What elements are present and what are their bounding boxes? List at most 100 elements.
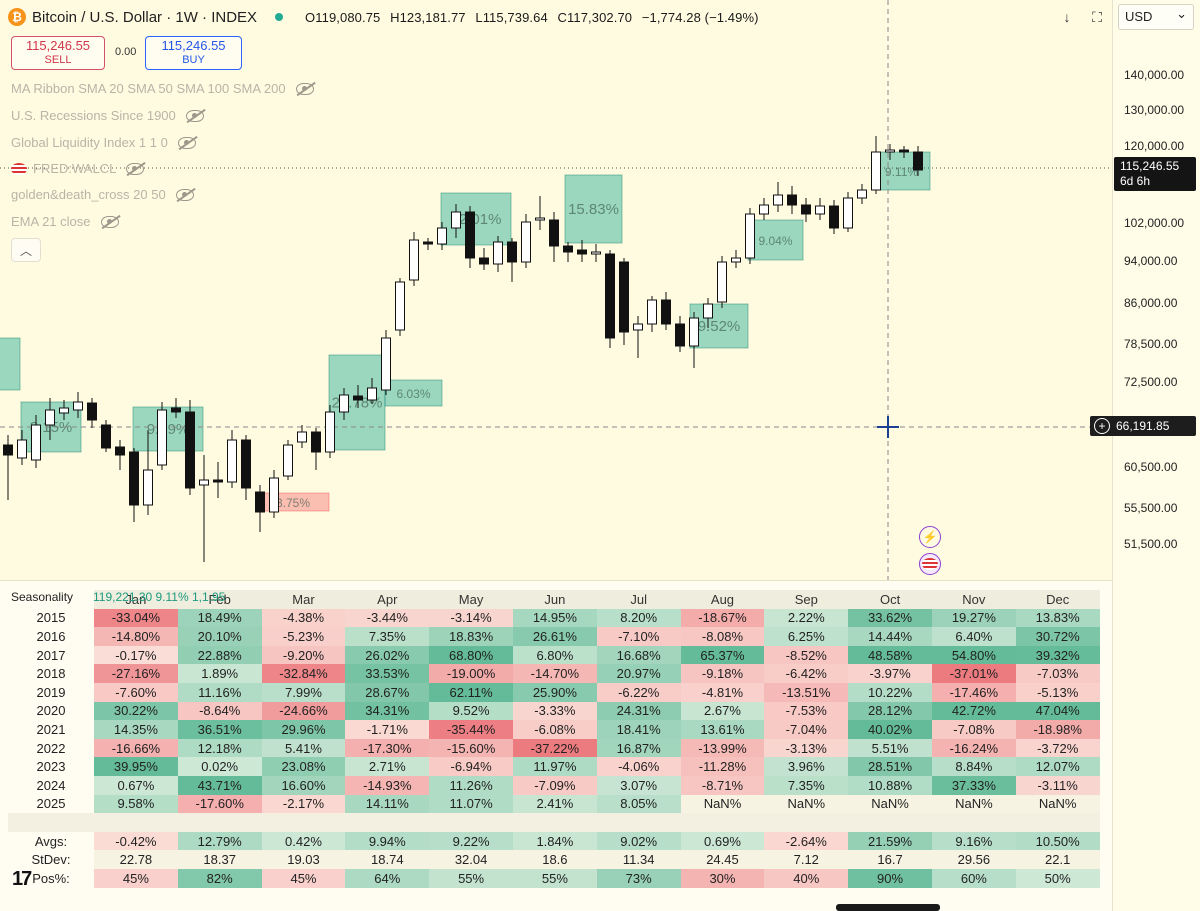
return-cell: -35.44% [429, 720, 513, 739]
return-cell: -5.13% [1015, 682, 1100, 702]
return-cell: 16.68% [596, 645, 681, 665]
eye-hidden-icon[interactable] [175, 188, 194, 201]
return-cell: 0.02% [177, 757, 262, 776]
candle-down [675, 323, 685, 347]
indicator-liquidity[interactable]: Global Liquidity Index 1 1 0 [11, 135, 196, 150]
fullscreen-icon[interactable]: ⛶ [1092, 8, 1102, 25]
eye-hidden-icon[interactable] [100, 215, 119, 228]
year-label: 2021 [36, 721, 66, 737]
return-cell: -17.30% [345, 738, 430, 758]
return-cell: -3.97% [848, 664, 932, 683]
year-label: 2019 [36, 684, 66, 700]
price-axis[interactable] [1112, 0, 1200, 911]
return-cell: 14.35% [94, 720, 178, 739]
tradingview-logo[interactable]: 17 [12, 868, 32, 890]
stat-cell: 7.12 [764, 850, 849, 869]
candle-up [591, 251, 601, 255]
return-cell: 14.11% [345, 794, 430, 814]
table-row: 2016 -14.80% 20.10% -5.23% 7.35% 18.83% 26.61%… [8, 627, 1100, 646]
eye-hidden-icon[interactable] [177, 136, 196, 149]
month-header: Jan [94, 590, 178, 609]
currency-select[interactable]: USD [1118, 4, 1194, 30]
indicator-ma-ribbon[interactable]: MA Ribbon SMA 20 SMA 50 SMA 100 SMA 200 [11, 81, 314, 96]
scrollbar-thumb[interactable] [836, 904, 940, 911]
candle-up [199, 479, 209, 486]
return-cell: 2.67% [680, 701, 765, 721]
return-cell: 42.72% [931, 701, 1016, 721]
us-flag-event-icon[interactable] [919, 553, 941, 575]
year-label: 2020 [36, 703, 66, 719]
candle-up [535, 217, 545, 221]
box-label: 9.52% [698, 318, 741, 335]
stat-cell: 45% [261, 868, 346, 888]
candle-up [493, 241, 503, 265]
spread-value: 0.00 [115, 46, 137, 58]
indicator-ema[interactable]: EMA 21 close [11, 214, 119, 229]
eye-hidden-icon[interactable] [295, 82, 314, 95]
candle-up [703, 303, 713, 319]
price-tick: 130,000.00 [1124, 103, 1185, 117]
stat-cell: 18.74 [345, 850, 430, 869]
stat-label: StDev: [31, 852, 71, 868]
stat-cell: 55% [429, 868, 513, 888]
return-cell: -17.46% [931, 682, 1016, 702]
arrow-down-icon[interactable]: ↓ [1063, 9, 1071, 25]
add-alert-icon[interactable]: + [1094, 418, 1110, 434]
year-label: 2025 [36, 796, 66, 812]
eye-hidden-icon[interactable] [185, 109, 204, 122]
return-cell: 10.88% [848, 775, 932, 795]
indicator-recessions[interactable]: U.S. Recessions Since 1900 [11, 108, 204, 123]
price-tick: 60,500.00 [1124, 460, 1178, 474]
return-cell: 13.61% [680, 720, 765, 739]
box-label: 3.75% [276, 496, 310, 510]
return-cell: 18.83% [429, 627, 513, 646]
price-tick: 55,500.00 [1124, 501, 1178, 515]
box-label: 6.03% [396, 387, 430, 401]
crosshair-price-tag[interactable]: + 66,191.85 [1090, 416, 1196, 436]
candle-up [227, 439, 237, 483]
return-cell: 2.71% [345, 757, 430, 776]
candle-down [801, 204, 811, 215]
candle-down [577, 249, 587, 255]
candle-down [899, 149, 909, 153]
return-cell: 18.41% [596, 720, 681, 739]
return-cell: -4.38% [261, 608, 346, 628]
candle-up [885, 149, 895, 153]
year-label: 2024 [36, 777, 66, 793]
return-cell: -2.17% [261, 794, 346, 814]
price-chart[interactable]: 8.15% 9.79%3.75%22.78%6.03%12.01%15.83%9.… [0, 0, 1112, 580]
return-cell: -7.60% [94, 682, 178, 702]
candle-up [31, 424, 41, 461]
sell-button[interactable]: 115,246.55 SELL [11, 36, 105, 70]
stat-cell: 40% [764, 868, 849, 888]
return-cell: -3.13% [764, 738, 849, 758]
month-header: Sep [764, 590, 849, 609]
stat-cell: 60% [931, 868, 1016, 888]
return-cell: 20.97% [596, 664, 681, 683]
return-cell: -18.98% [1015, 720, 1100, 739]
month-header: Mar [261, 590, 346, 609]
candle-down [787, 194, 797, 206]
return-cell: 39.95% [94, 757, 178, 776]
buy-button[interactable]: 115,246.55 BUY [145, 36, 242, 70]
stat-cell: 21.59% [848, 831, 932, 851]
lightning-icon[interactable]: ⚡ [919, 526, 941, 548]
return-cell: -37.22% [512, 738, 597, 758]
return-cell: 25.90% [512, 682, 597, 702]
us-flag-icon [11, 162, 27, 175]
crosshair-price: 66,191.85 [1116, 419, 1170, 433]
indicator-golden-cross[interactable]: golden&death_cross 20 50 [11, 187, 194, 202]
candle-up [59, 407, 69, 414]
candle-up [157, 409, 167, 466]
symbol-title[interactable]: Bitcoin / U.S. Dollar · 1W · INDEX [32, 8, 258, 26]
candle-down [661, 299, 671, 325]
indicator-fred[interactable]: FRED:WALCL [11, 161, 145, 176]
return-cell: 28.51% [848, 757, 932, 776]
candle-up [745, 213, 755, 259]
stats-row: Avgs: -0.42% 12.79% 0.42% 9.94% 9.22% 1.84% 9.0… [8, 831, 1100, 851]
eye-hidden-icon[interactable] [126, 162, 145, 175]
collapse-indicators-button[interactable]: ︿ [11, 238, 41, 262]
stat-cell: 0.69% [680, 831, 765, 851]
return-cell: NaN% [1015, 794, 1100, 814]
candle-up [381, 337, 391, 391]
